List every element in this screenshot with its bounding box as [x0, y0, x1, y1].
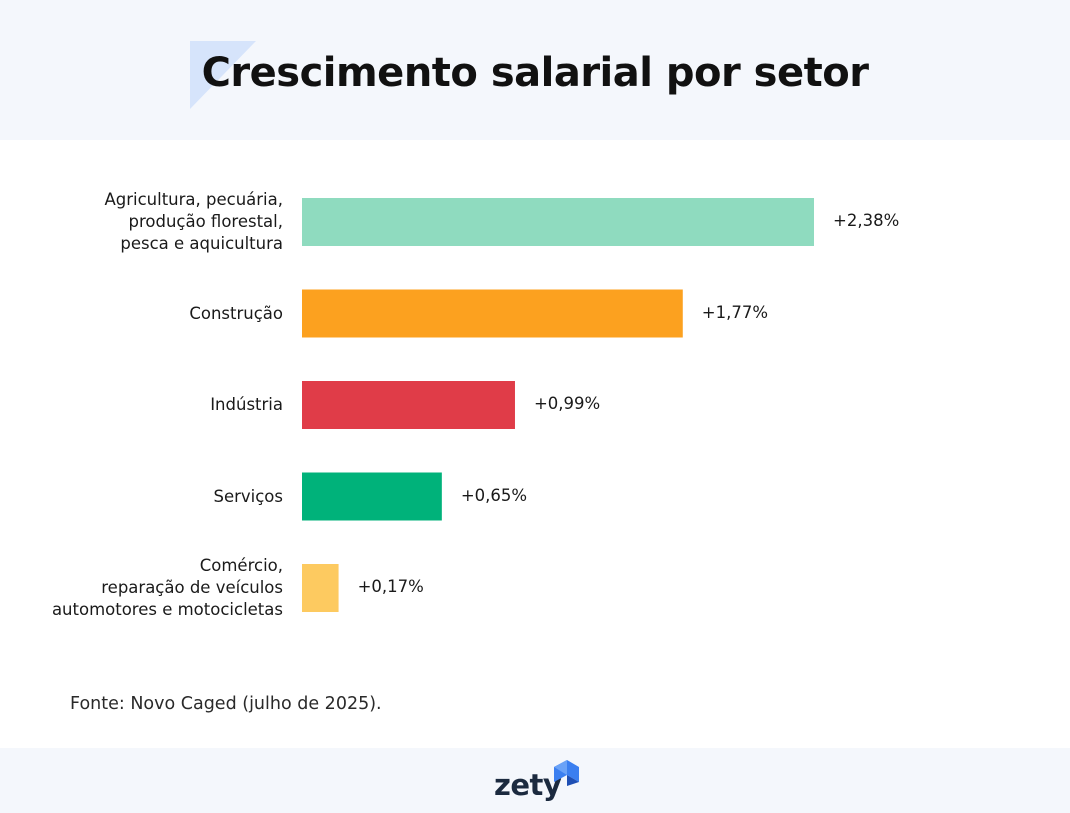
bar-3 [302, 472, 442, 521]
bar-4 [302, 564, 339, 612]
category-label-2: Indústria [210, 395, 283, 414]
chart-title: Crescimento salarial por setor [201, 50, 869, 96]
header-accent-shape [190, 41, 256, 109]
bar-2 [302, 381, 515, 429]
category-label-1: Construção [189, 303, 283, 323]
category-label-4: Comércio, reparação de veículos automoto… [51, 556, 283, 619]
category-label-3: Serviços [213, 486, 283, 506]
zety-logo-icon [554, 760, 579, 786]
value-label-3: +0,65% [460, 485, 528, 505]
footer: zety [0, 748, 1070, 813]
value-label-4: +0,17% [357, 577, 424, 596]
value-label-1: +1,77% [701, 302, 769, 322]
bar-1 [302, 289, 683, 338]
source-note: Fonte: Novo Caged (julho de 2025). [70, 694, 382, 714]
chart-area: +2,38% Agricultura, pecuária, produção fl… [0, 140, 1070, 680]
header: Crescimento salarial por setor [0, 0, 1070, 140]
bar-0 [302, 198, 814, 246]
value-label-0: +2,38% [833, 211, 900, 230]
category-label-0: Agricultura, pecuária, produção floresta… [104, 190, 283, 253]
brand-logo-text: zety [494, 768, 562, 802]
value-label-2: +0,99% [533, 394, 601, 413]
bar-chart [302, 198, 814, 612]
